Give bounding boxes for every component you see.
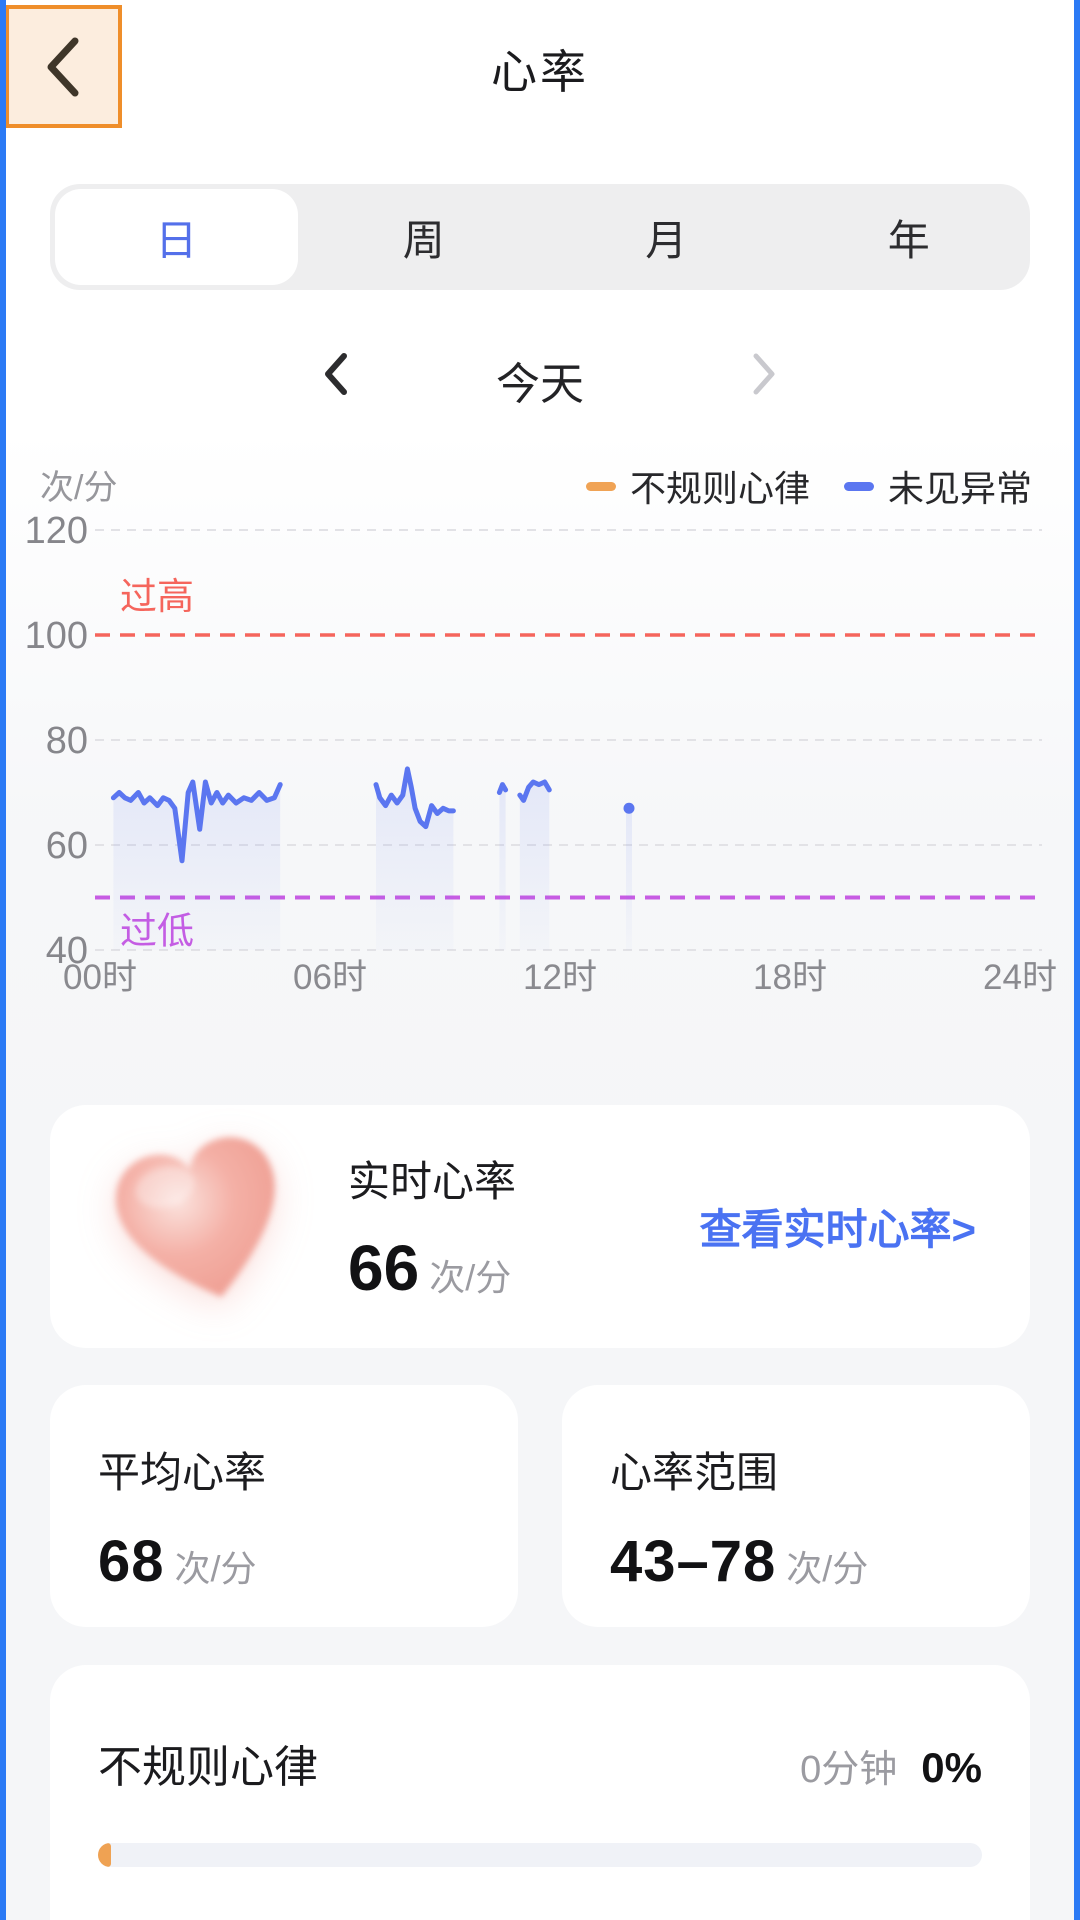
period-tabbar: 日 周 月 年 <box>50 184 1030 290</box>
right-blue-border <box>1074 0 1080 1920</box>
date-label: 今天 <box>496 360 584 409</box>
average-value: 68 <box>98 1529 165 1594</box>
legend-normal-swatch <box>843 481 874 491</box>
realtime-heart-rate-card: 实时心率 66 次/分 查看实时心率> <box>50 1105 1030 1348</box>
svg-text:24时: 24时 <box>983 958 1057 997</box>
svg-text:00时: 00时 <box>63 958 137 997</box>
range-value: 43–78 <box>610 1529 777 1594</box>
heart-rate-chart[interactable]: 12010080604000时06时12时18时24时过高过低 <box>0 440 1080 1020</box>
date-navigation: 今天 <box>0 338 1080 410</box>
legend-irregular-swatch <box>585 481 616 491</box>
tab-month[interactable]: 月 <box>545 184 788 290</box>
y-axis-unit: 次/分 <box>40 469 118 507</box>
chart-legend: 不规则心律 未见异常 <box>552 460 1032 512</box>
irregular-percent: 0% <box>921 1744 982 1791</box>
average-title: 平均心率 <box>98 1449 267 1496</box>
realtime-value: 66 <box>348 1232 420 1304</box>
svg-text:06时: 06时 <box>293 958 367 997</box>
range-unit: 次/分 <box>786 1548 869 1589</box>
prev-day-button[interactable] <box>295 338 375 410</box>
svg-text:12时: 12时 <box>523 958 597 997</box>
svg-text:过高: 过高 <box>120 576 194 617</box>
legend-normal-label: 未见异常 <box>887 468 1032 509</box>
average-unit: 次/分 <box>174 1548 257 1589</box>
legend-item-normal: 未见异常 <box>843 460 1032 512</box>
heart-icon <box>98 1127 310 1327</box>
irregular-rhythm-card: 不规则心律 0分钟 0% 心率过高 (高于100次/分) 0分钟 0% <box>50 1665 1030 1920</box>
realtime-unit: 次/分 <box>429 1257 512 1298</box>
svg-text:80: 80 <box>46 720 88 762</box>
range-title: 心率范围 <box>610 1449 779 1496</box>
view-realtime-link[interactable]: 查看实时心率> <box>693 1195 982 1258</box>
back-icon <box>47 37 78 96</box>
tab-day[interactable]: 日 <box>55 189 298 285</box>
chevron-left-icon <box>325 353 347 395</box>
legend-item-irregular: 不规则心律 <box>585 460 810 512</box>
next-day-button[interactable] <box>725 338 805 410</box>
realtime-title: 实时心率 <box>348 1158 517 1205</box>
page-title: 心率 <box>491 46 589 98</box>
irregular-duration: 0分钟 <box>800 1749 898 1791</box>
irregular-progress-fill <box>98 1843 112 1867</box>
realtime-info: 实时心率 66 次/分 <box>348 1148 516 1305</box>
back-button[interactable] <box>5 5 122 128</box>
heart-rate-range-card: 心率范围 43–78 次/分 <box>562 1385 1030 1627</box>
svg-text:40: 40 <box>46 930 88 972</box>
svg-text:60: 60 <box>46 825 88 867</box>
svg-text:18时: 18时 <box>753 958 827 997</box>
svg-text:100: 100 <box>25 615 88 657</box>
chevron-right-icon <box>753 353 775 395</box>
irregular-progress-track <box>98 1843 982 1867</box>
irregular-title: 不规则心律 <box>98 1743 318 1792</box>
average-heart-rate-card: 平均心率 68 次/分 <box>50 1385 518 1627</box>
legend-irregular-label: 不规则心律 <box>629 468 810 509</box>
left-blue-border <box>0 0 6 1920</box>
svg-text:120: 120 <box>25 510 88 552</box>
tab-year[interactable]: 年 <box>788 184 1031 290</box>
tab-week[interactable]: 周 <box>303 184 546 290</box>
